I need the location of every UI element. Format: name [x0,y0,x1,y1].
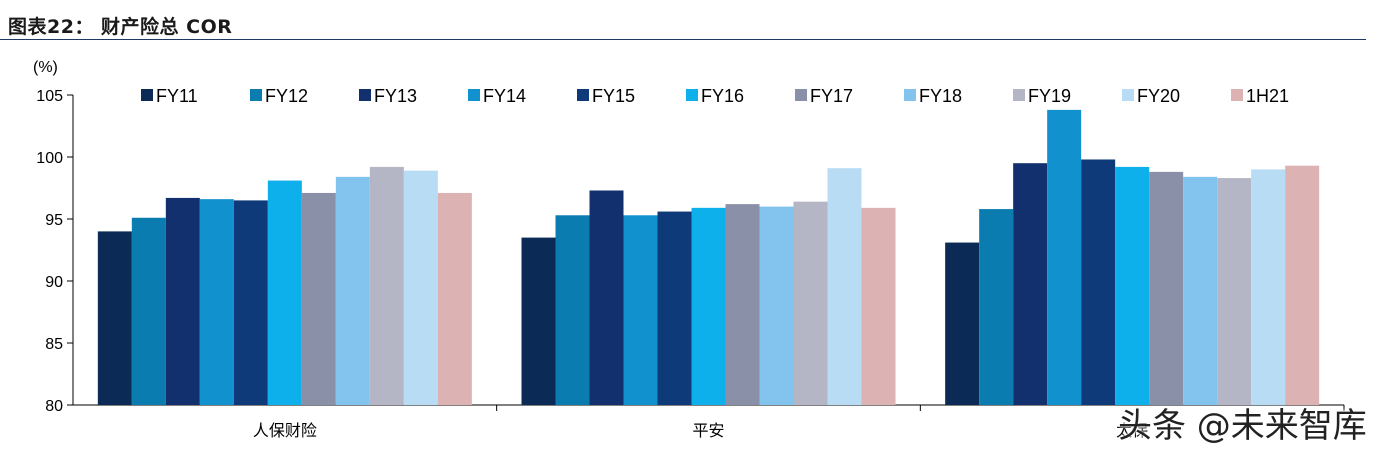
x-category-label: 平安 [692,421,724,440]
legend-swatch-fy20 [1122,89,1134,101]
legend-swatch-fy11 [141,89,153,101]
bar-fy15-1 [657,211,692,405]
y-tick-label: 90 [45,274,63,291]
bar-1h21-1 [861,207,896,405]
y-tick-label: 95 [45,212,63,229]
legend-label-fy17: FY17 [810,86,853,106]
legend-swatch-fy15 [577,89,589,101]
bar-fy13-0 [165,197,200,405]
legend-label-fy11: FY11 [156,86,198,106]
bar-fy18-2 [1183,176,1218,405]
legend-label-fy12: FY12 [265,86,308,106]
legend-swatch-fy18 [904,89,916,101]
bar-1h21-2 [1285,165,1320,405]
legend-label-fy15: FY15 [592,86,635,106]
bar-fy14-2 [1047,109,1082,405]
bar-fy11-2 [945,242,980,405]
bar-fy17-1 [725,204,760,405]
bar-fy16-1 [691,207,726,405]
bar-fy18-1 [759,206,794,405]
title-divider [0,39,1366,40]
bar-fy17-2 [1149,171,1184,405]
bar-fy18-0 [335,176,370,405]
bar-fy14-1 [623,215,658,405]
bar-fy20-2 [1251,169,1286,405]
legend-label-1h21: 1H21 [1246,86,1289,106]
bar-fy11-0 [97,231,132,405]
bar-fy20-1 [827,168,862,405]
y-axis-label: (%) [33,59,58,76]
legend-label-fy16: FY16 [701,86,744,106]
x-category-label: 太保 [1116,421,1148,440]
bar-fy16-0 [267,180,302,405]
bar-fy15-2 [1081,159,1116,405]
x-category-label: 人保财险 [253,421,317,440]
legend-swatch-fy14 [468,89,480,101]
bar-1h21-0 [437,192,472,405]
y-tick-label: 100 [36,150,63,167]
bar-fy12-0 [131,217,166,405]
watermark: 头条 @未来智库 [1118,406,1367,446]
y-tick-label: 85 [45,336,63,353]
legend-swatch-fy13 [359,89,371,101]
bar-fy13-2 [1013,163,1048,405]
bar-fy19-2 [1217,178,1252,405]
bar-fy19-0 [369,166,404,405]
y-tick-label: 80 [45,398,63,415]
bar-fy15-0 [233,200,268,405]
bar-fy12-1 [555,215,590,405]
legend-label-fy14: FY14 [483,86,526,106]
legend-label-fy19: FY19 [1028,86,1071,106]
legend-swatch-fy12 [250,89,262,101]
bar-fy20-0 [403,170,438,405]
bar-fy17-0 [301,192,336,405]
chart-title: 图表22： 财产险总 COR [8,16,233,38]
bar-fy12-2 [979,209,1014,405]
legend-label-fy20: FY20 [1137,86,1180,106]
bar-fy19-1 [793,201,828,405]
legend-swatch-fy17 [795,89,807,101]
y-tick-label: 105 [36,88,63,105]
legend-swatch-1h21 [1231,89,1243,101]
bar-fy14-0 [199,199,234,405]
legend-label-fy13: FY13 [374,86,417,106]
legend-label-fy18: FY18 [919,86,962,106]
legend-swatch-fy19 [1013,89,1025,101]
legend-swatch-fy16 [686,89,698,101]
bar-fy13-1 [589,190,624,405]
bar-fy11-1 [521,237,556,405]
bar-fy16-2 [1115,166,1150,405]
